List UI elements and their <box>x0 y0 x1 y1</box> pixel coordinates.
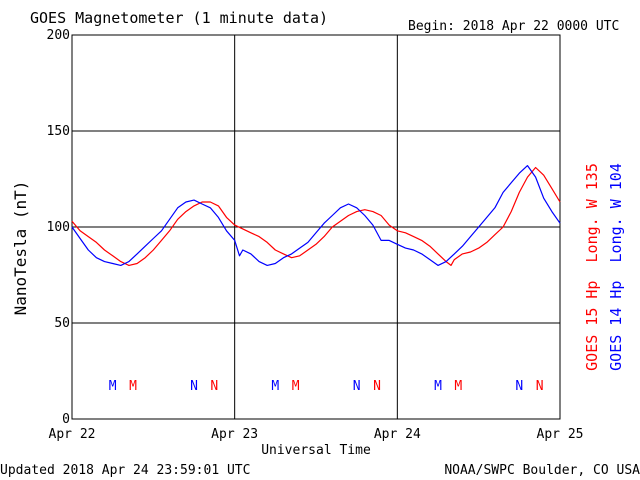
x-tick-label: Apr 24 <box>374 427 421 442</box>
noon-marker: N <box>210 379 218 394</box>
updated-timestamp: Updated 2018 Apr 24 23:59:01 UTC <box>0 463 250 478</box>
midnight-marker: M <box>109 379 117 394</box>
x-tick-label: Apr 23 <box>211 427 258 442</box>
noon-marker: N <box>373 379 381 394</box>
x-axis-label: Universal Time <box>261 443 371 458</box>
y-tick-labels: 0 50 100 150 200 <box>47 28 70 427</box>
legend-goes14: GOES 14 Hp Long. W 104 <box>607 163 625 371</box>
chart-title: GOES Magnetometer (1 minute data) <box>30 9 328 27</box>
noon-marker: N <box>190 379 198 394</box>
y-axis-label: NanoTesla (nT) <box>11 181 30 316</box>
begin-time: Begin: 2018 Apr 22 0000 UTC <box>408 19 619 34</box>
series-line-goes14 <box>71 165 561 266</box>
noon-marker: N <box>353 379 361 394</box>
source-credit: NOAA/SWPC Boulder, CO USA <box>444 463 640 478</box>
noon-marker: N <box>536 379 544 394</box>
midnight-marker: M <box>129 379 137 394</box>
noon-marker: N <box>515 379 523 394</box>
y-tick-label: 150 <box>47 124 70 139</box>
series-line-goes15 <box>71 166 561 266</box>
legend-goes15: GOES 15 Hp Long. W 135 <box>583 163 601 371</box>
x-tick-label: Apr 22 <box>49 427 96 442</box>
midnight-marker: M <box>454 379 462 394</box>
midnight-marker: M <box>271 379 279 394</box>
y-tick-label: 100 <box>47 220 70 235</box>
series-lines <box>71 165 561 266</box>
midnight-marker: M <box>434 379 442 394</box>
midnight-marker: M <box>292 379 300 394</box>
y-tick-label: 0 <box>62 412 70 427</box>
y-tick-label: 50 <box>54 316 70 331</box>
y-tick-label: 200 <box>47 28 70 43</box>
x-tick-labels: Apr 22 Apr 23 Apr 24 Apr 25 <box>49 427 584 442</box>
x-tick-label: Apr 25 <box>537 427 584 442</box>
